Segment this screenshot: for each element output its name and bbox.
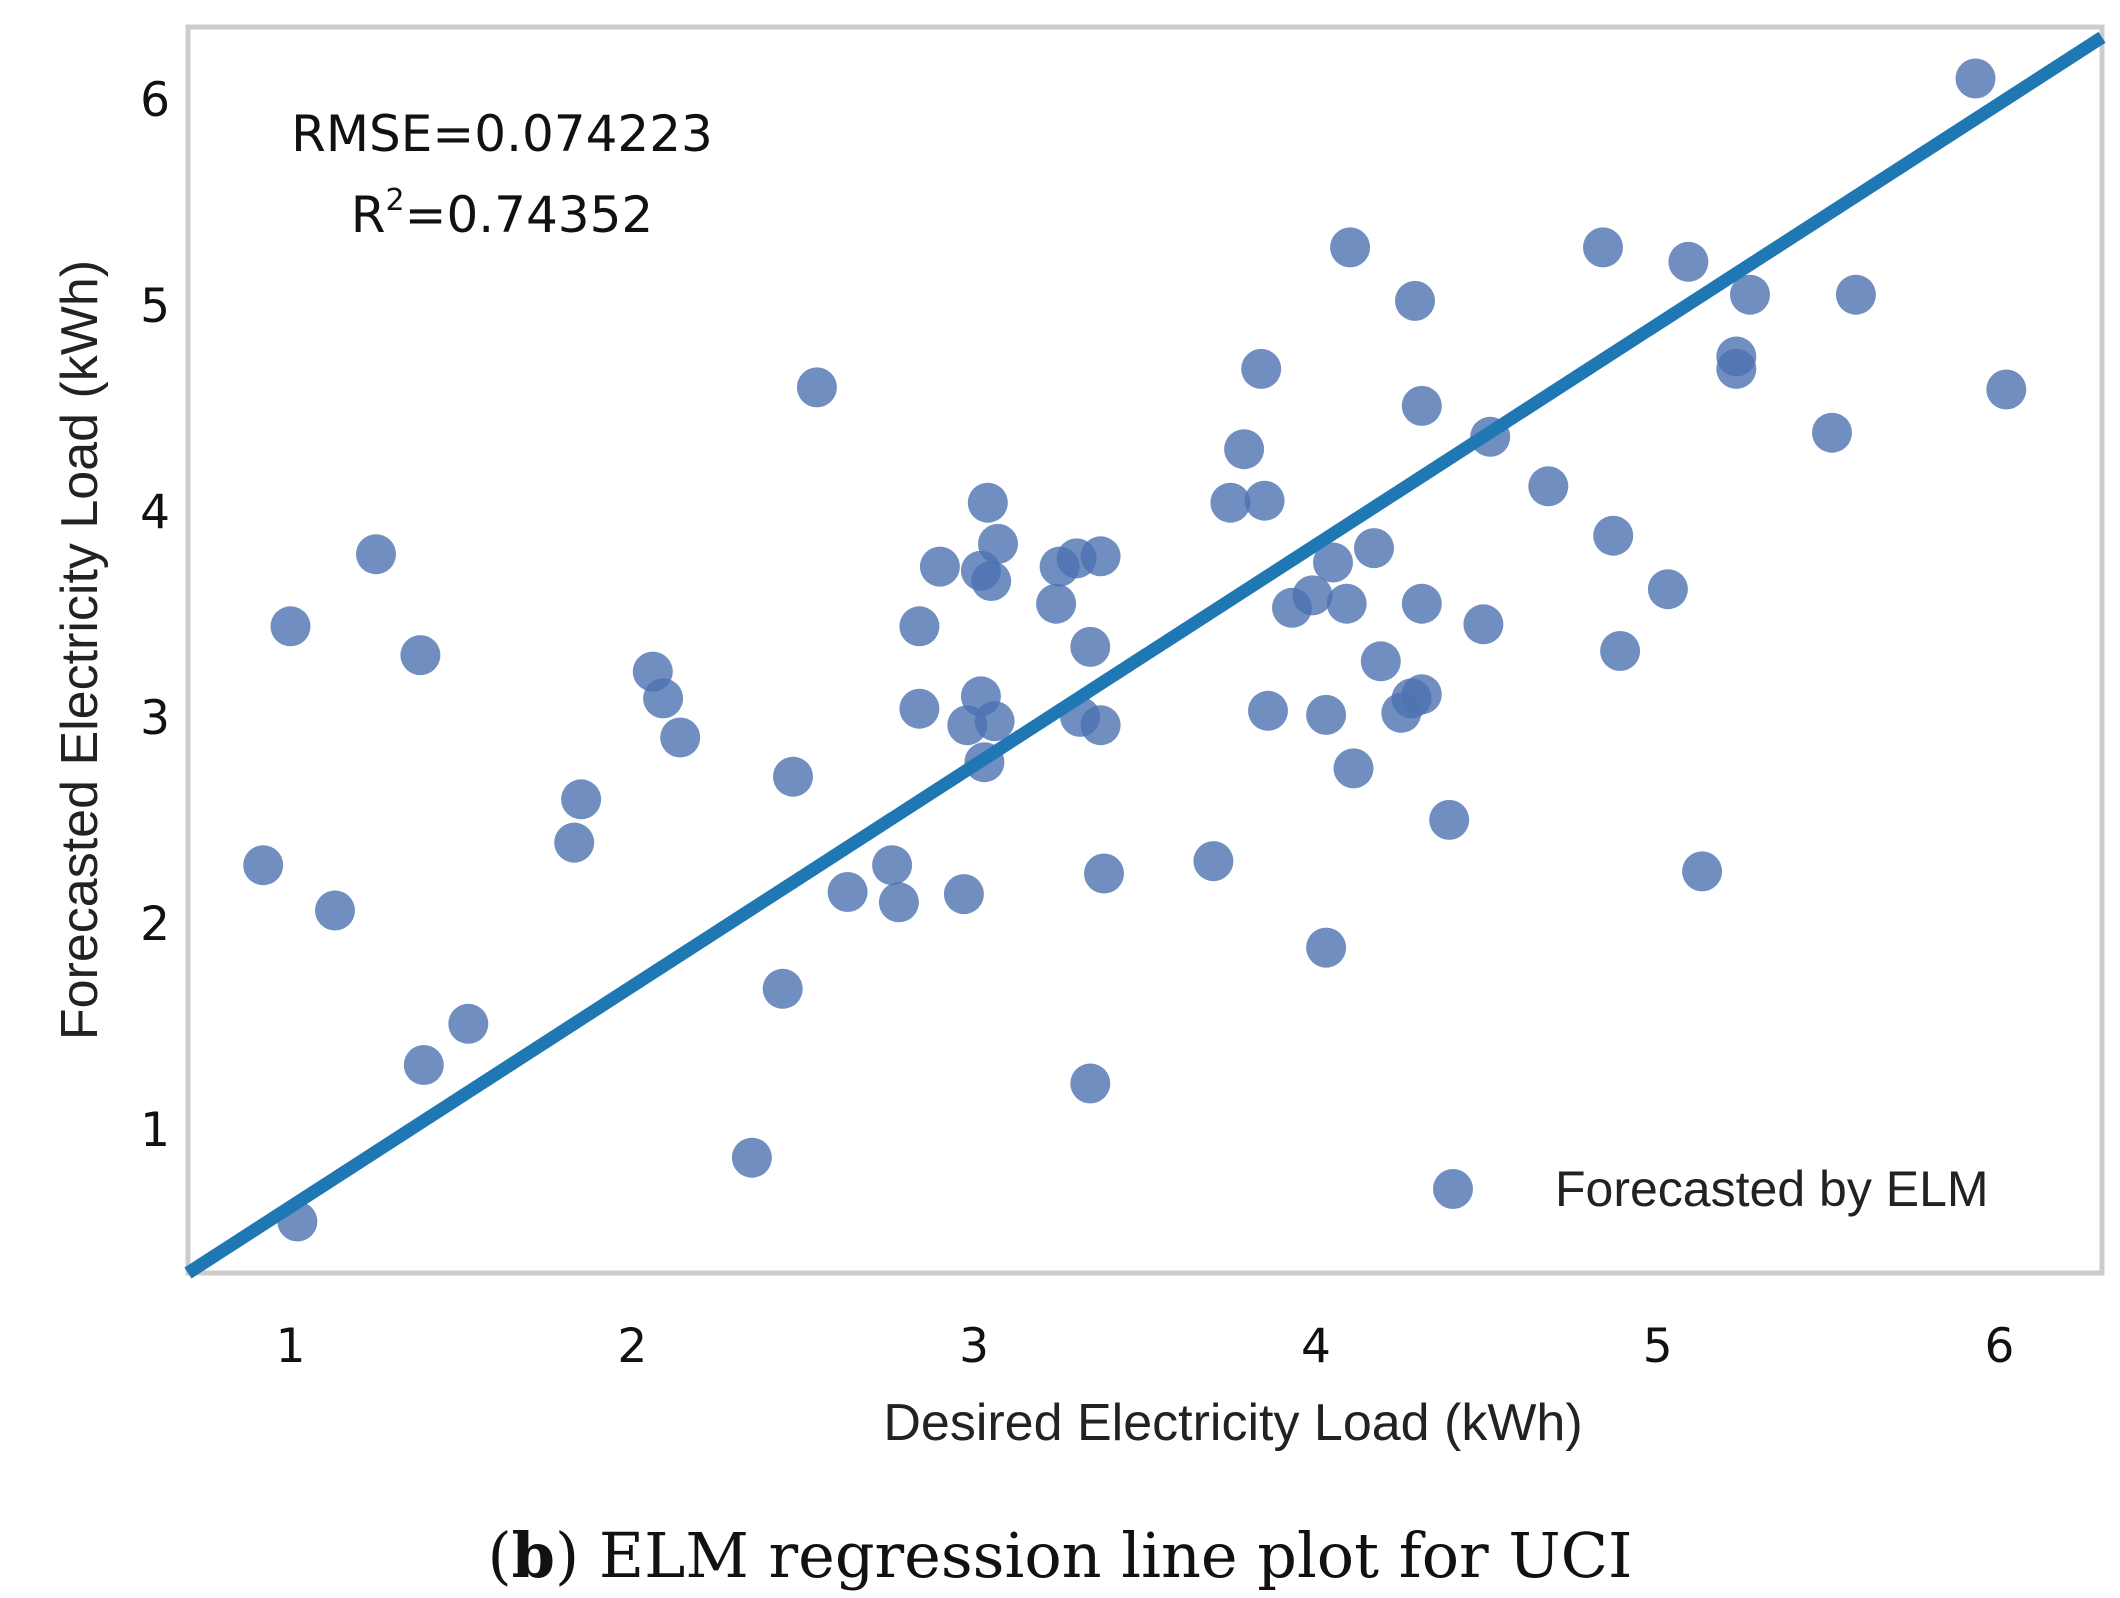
x-tick-labels: 1 2 3 4 5 6 [276, 1319, 2015, 1374]
data-point [1070, 626, 1111, 667]
y-axis-label: Forecasted Electricity Load (kWh) [51, 260, 109, 1040]
data-point [315, 890, 355, 931]
x-tick-label: 4 [1301, 1319, 1331, 1374]
data-point [1647, 569, 1688, 610]
x-tick-label: 5 [1643, 1319, 1673, 1374]
data-point [1330, 227, 1371, 268]
data-point [1528, 466, 1569, 507]
y-tick-label: 1 [140, 1103, 170, 1158]
data-point [1716, 348, 1757, 389]
data-point [1682, 851, 1723, 892]
data-point [1401, 583, 1442, 624]
data-point [878, 882, 919, 923]
data-point [561, 779, 602, 820]
data-point [971, 561, 1012, 601]
data-point [1835, 274, 1876, 315]
legend-marker [1433, 1169, 1473, 1209]
data-point [448, 1003, 489, 1044]
data-point [899, 688, 940, 729]
y-tick-labels: 1 2 3 4 5 6 [140, 73, 170, 1158]
data-point [1395, 280, 1435, 321]
data-point [899, 606, 940, 647]
data-point [974, 701, 1015, 742]
data-point [243, 845, 284, 886]
data-point [1354, 528, 1394, 569]
data-point [400, 635, 441, 676]
data-point [1210, 482, 1251, 523]
y-tick-label: 3 [140, 691, 170, 746]
data-point [643, 678, 684, 719]
data-point [731, 1137, 772, 1178]
data-point [1986, 369, 2027, 410]
data-point [1326, 583, 1367, 624]
data-point [1306, 694, 1347, 735]
data-point [1812, 412, 1852, 453]
data-point [270, 606, 311, 647]
data-point [1360, 641, 1401, 682]
data-point [1333, 748, 1374, 789]
x-tick-label: 1 [276, 1319, 306, 1374]
x-tick-label: 6 [1985, 1319, 2015, 1374]
data-point [1593, 515, 1634, 556]
data-point [1668, 241, 1709, 282]
figure-caption: (b) ELM regression line plot for UCI [487, 1519, 1632, 1592]
data-point [1224, 429, 1265, 470]
data-point [872, 845, 913, 886]
x-tick-label: 2 [617, 1319, 647, 1374]
data-point [919, 546, 960, 587]
y-tick-label: 4 [140, 485, 170, 540]
data-point [660, 717, 701, 758]
regression-line [184, 31, 2106, 1279]
data-point [554, 822, 595, 863]
data-point [773, 756, 813, 797]
data-point [1241, 348, 1282, 389]
data-point [796, 367, 837, 408]
data-point [943, 874, 984, 915]
data-point [1313, 542, 1353, 583]
data-point [1080, 705, 1121, 746]
data-point [1429, 799, 1470, 840]
data-point [1955, 58, 1996, 99]
data-point [978, 523, 1018, 564]
x-axis-label: Desired Electricity Load (kWh) [883, 1394, 1582, 1452]
data-point [1463, 604, 1504, 645]
data-point [1070, 1063, 1111, 1104]
rmse-annotation: RMSE=0.074223 [291, 105, 713, 163]
data-point [356, 534, 396, 575]
data-point [1583, 227, 1623, 268]
data-point [1036, 583, 1077, 624]
data-point [1306, 927, 1347, 968]
data-point [1244, 480, 1285, 521]
r2-annotation: R2=0.74352 [351, 183, 654, 244]
data-point [1193, 841, 1234, 882]
y-tick-label: 6 [140, 73, 170, 128]
data-points [243, 58, 2027, 1242]
legend-label: Forecasted by ELM [1555, 1161, 1989, 1217]
data-point [1401, 385, 1442, 426]
data-point [1600, 631, 1641, 671]
y-tick-label: 2 [140, 897, 170, 952]
x-tick-label: 3 [959, 1319, 989, 1374]
y-tick-label: 5 [140, 279, 170, 334]
data-point [1084, 853, 1124, 894]
data-point [967, 482, 1008, 523]
data-point [1080, 536, 1121, 577]
data-point [1292, 575, 1333, 616]
data-point [1730, 274, 1770, 315]
data-point [403, 1045, 444, 1085]
data-point [1248, 690, 1288, 731]
data-point [827, 872, 868, 912]
data-point [1401, 674, 1442, 715]
data-point [762, 968, 803, 1009]
